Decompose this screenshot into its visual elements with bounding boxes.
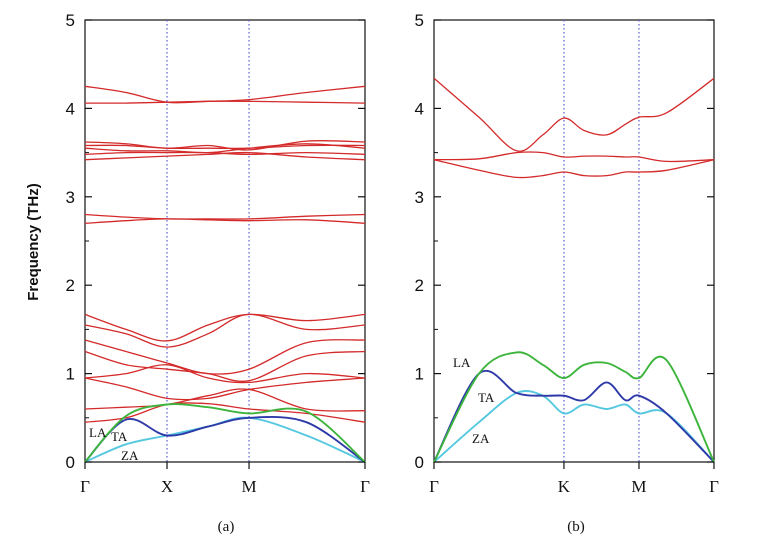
optical-branch-5 bbox=[84, 377, 366, 401]
panel-a-y-ticks: 0 1 2 3 4 5 bbox=[66, 11, 365, 472]
panel-a-label-la: LA bbox=[89, 425, 107, 440]
panel-b-frame bbox=[433, 19, 715, 463]
optical-branch-7 bbox=[84, 350, 366, 382]
y-tick-label: 2 bbox=[415, 276, 424, 295]
branch-la bbox=[84, 403, 366, 463]
y-tick-label: 5 bbox=[415, 11, 424, 30]
y-tick-label: 4 bbox=[415, 99, 424, 118]
optical-branch-4 bbox=[433, 151, 715, 163]
caption-b: (b) bbox=[567, 519, 585, 535]
panel-b: 0 1 2 3 4 5 Γ K M Γ LA TA ZA (b) bbox=[415, 11, 720, 535]
y-tick-label: 5 bbox=[66, 11, 75, 30]
x-tick-label: Γ bbox=[709, 477, 719, 496]
optical-branch-3 bbox=[84, 402, 366, 423]
x-tick-label: Γ bbox=[360, 477, 370, 496]
panel-a-label-za: ZA bbox=[121, 448, 139, 463]
x-tick-label: Γ bbox=[80, 477, 90, 496]
optical-branch-15 bbox=[84, 143, 366, 154]
optical-branch-8 bbox=[84, 339, 366, 375]
panel-b-series bbox=[433, 77, 715, 463]
y-axis-label: Frequency (THz) bbox=[25, 183, 42, 301]
optical-branch-11 bbox=[84, 218, 366, 224]
branch-la bbox=[433, 351, 715, 463]
x-tick-label: M bbox=[241, 477, 256, 496]
y-tick-label: 2 bbox=[66, 276, 75, 295]
x-tick-label: M bbox=[631, 477, 646, 496]
y-tick-label: 1 bbox=[66, 365, 75, 384]
branch-ta bbox=[433, 370, 715, 463]
caption-a: (a) bbox=[218, 519, 235, 535]
optical-branch-5 bbox=[433, 77, 715, 152]
panel-b-label-za: ZA bbox=[472, 431, 490, 446]
panel-a-frame bbox=[84, 19, 366, 463]
optical-branch-10 bbox=[84, 313, 366, 348]
branch-za bbox=[433, 390, 715, 463]
optical-branch-4 bbox=[84, 388, 366, 412]
panel-a: 0 1 2 3 4 5 Γ X M Γ LA TA ZA (a) bbox=[66, 11, 371, 535]
y-tick-label: 3 bbox=[66, 188, 75, 207]
optical-branch-6 bbox=[84, 364, 366, 384]
panel-a-series bbox=[84, 85, 366, 463]
optical-branch-17 bbox=[84, 140, 366, 151]
x-tick-label: X bbox=[161, 477, 173, 496]
y-tick-label: 3 bbox=[415, 188, 424, 207]
x-tick-label: Γ bbox=[429, 477, 439, 496]
y-tick-label: 0 bbox=[66, 453, 75, 472]
y-tick-label: 1 bbox=[415, 365, 424, 384]
y-tick-label: 0 bbox=[415, 453, 424, 472]
x-tick-label: K bbox=[558, 477, 571, 496]
optical-branch-19 bbox=[84, 85, 366, 104]
panel-b-label-ta: TA bbox=[478, 390, 495, 405]
y-tick-label: 4 bbox=[66, 99, 75, 118]
optical-branch-13 bbox=[84, 151, 366, 161]
optical-branch-12 bbox=[84, 213, 366, 220]
optical-branch-3 bbox=[433, 159, 715, 179]
panel-a-kpoint-lines bbox=[166, 20, 250, 462]
panel-a-label-ta: TA bbox=[111, 429, 128, 444]
branch-ta bbox=[84, 416, 366, 463]
panel-b-kpoint-lines bbox=[563, 20, 640, 462]
optical-branch-9 bbox=[84, 313, 366, 342]
panel-b-y-ticks: 0 1 2 3 4 5 bbox=[415, 11, 714, 472]
panel-b-label-la: LA bbox=[453, 355, 471, 370]
optical-branch-16 bbox=[84, 144, 366, 150]
